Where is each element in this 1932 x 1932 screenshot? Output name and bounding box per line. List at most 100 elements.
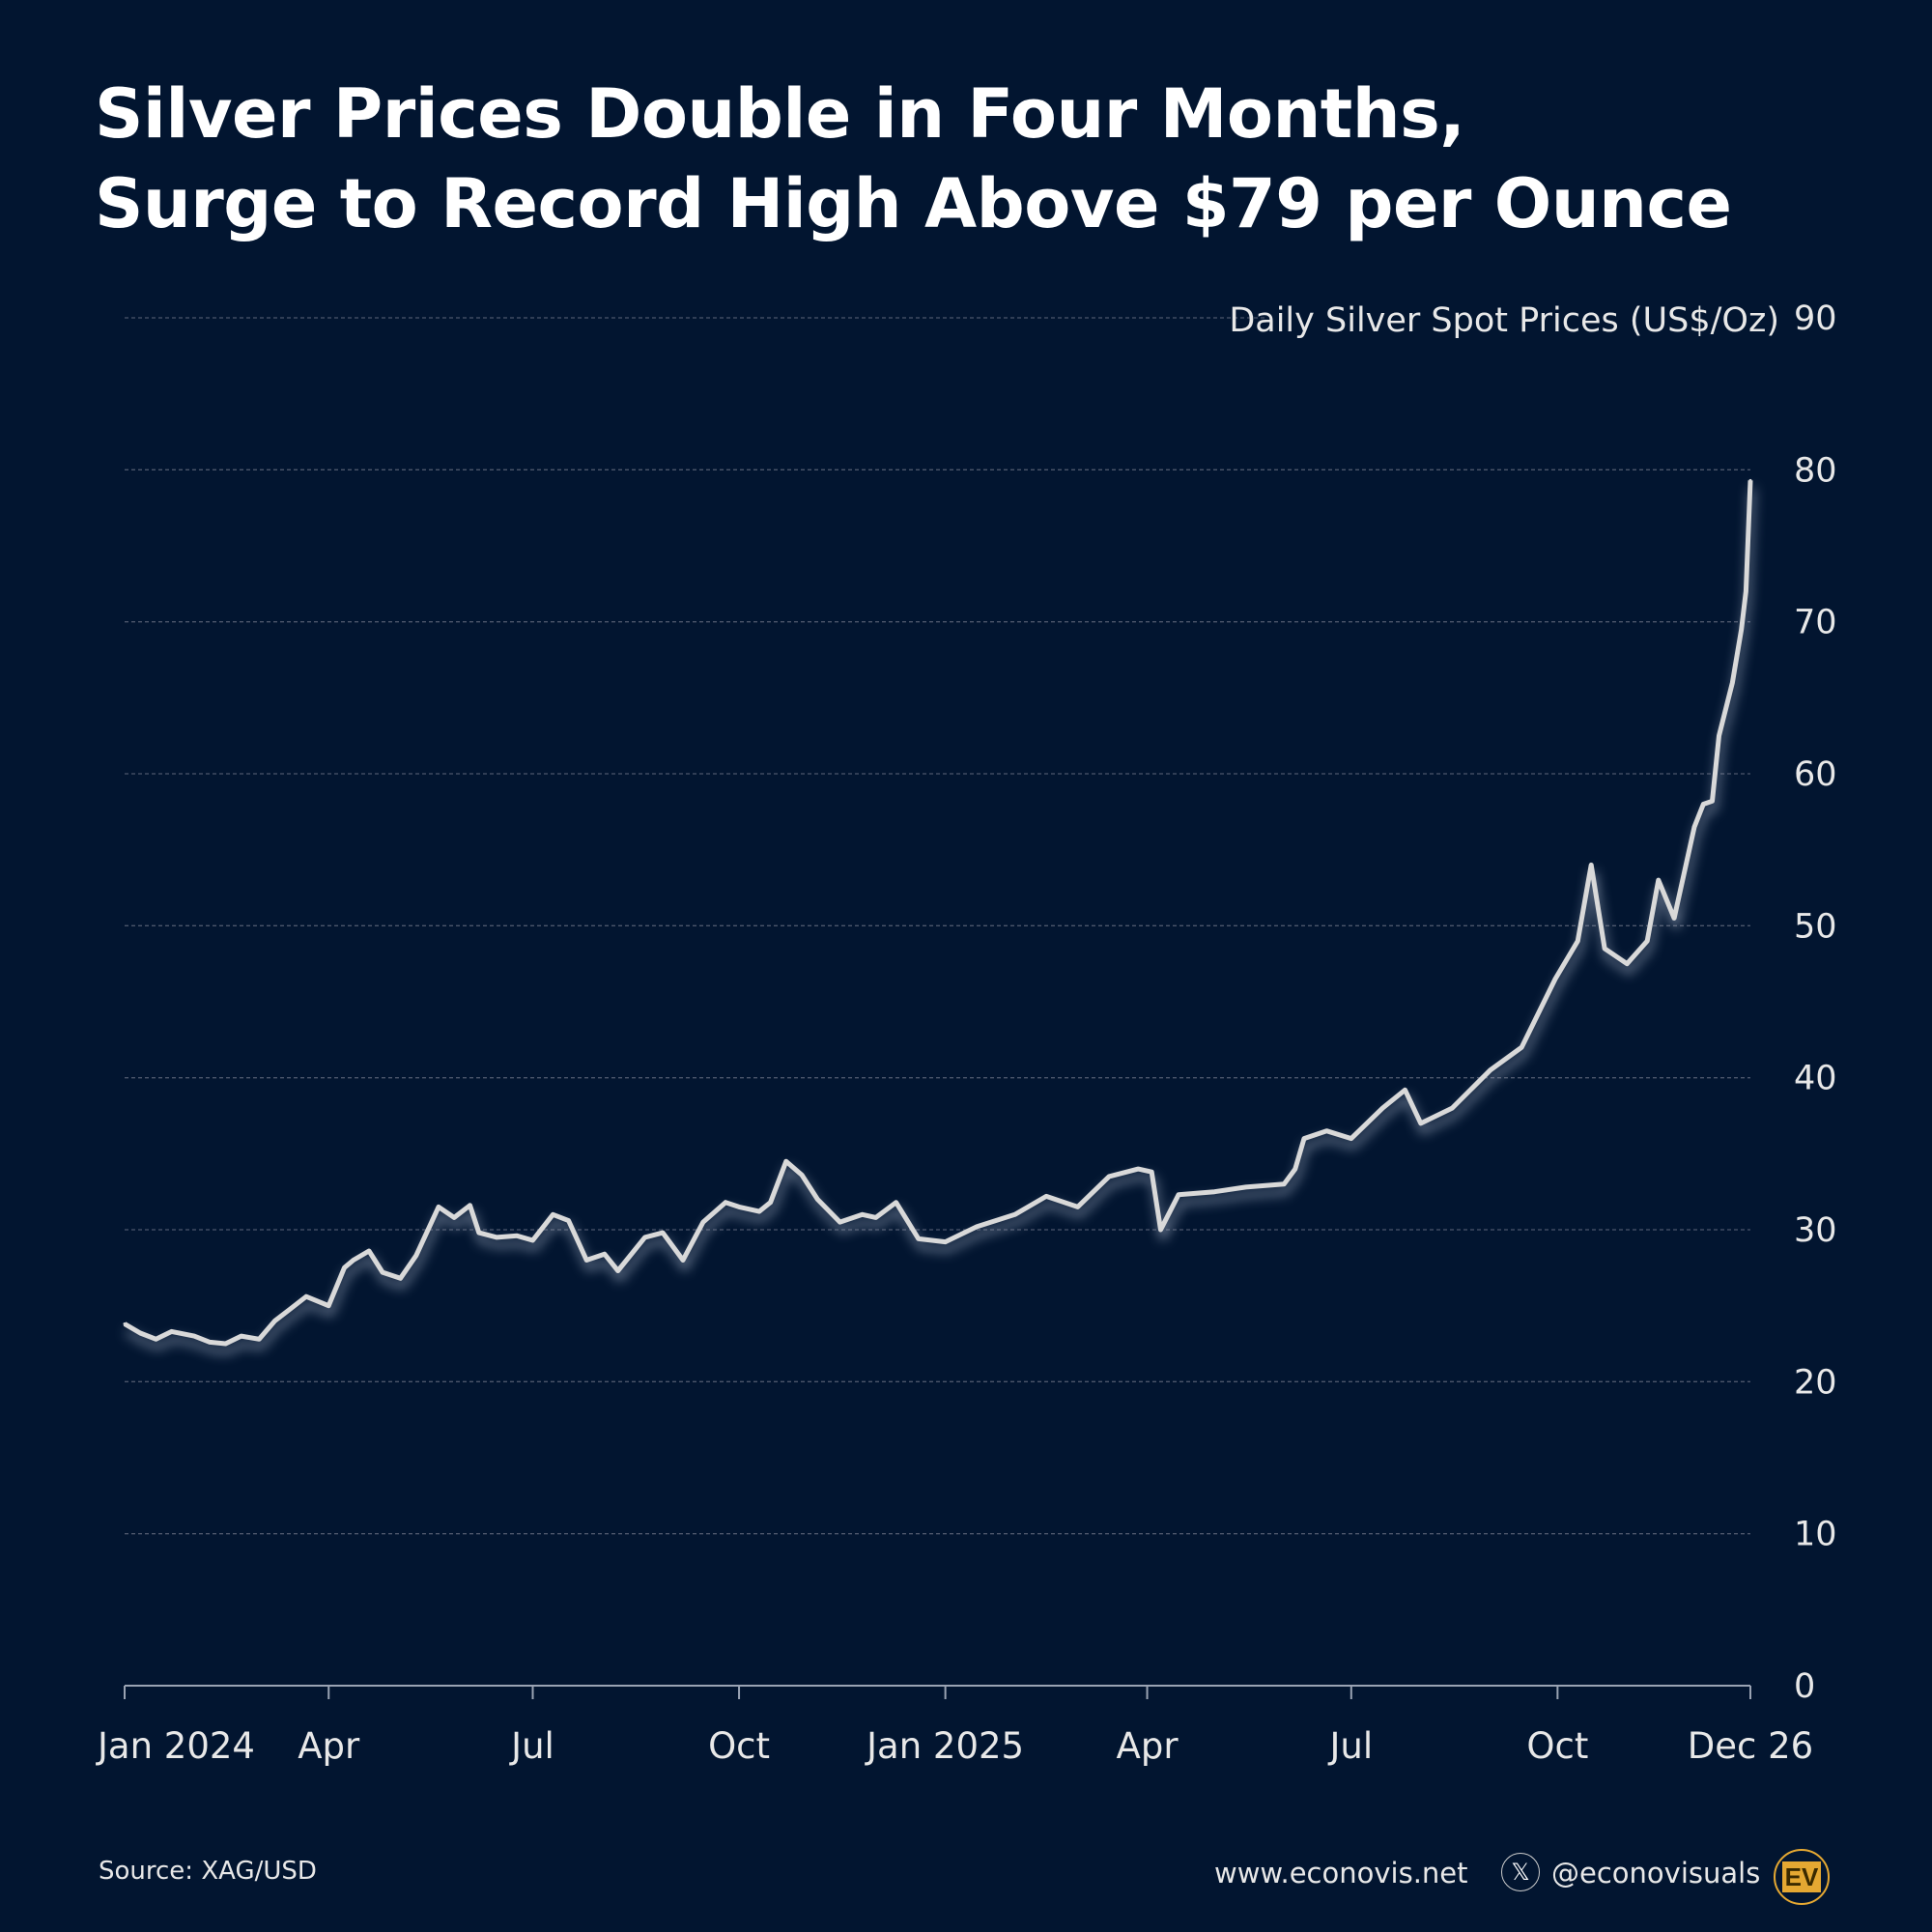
title-line-2: Surge to Record High Above $79 per Ounce — [95, 164, 1732, 243]
data-point — [1692, 825, 1696, 829]
data-point — [551, 1212, 554, 1216]
website-link[interactable]: www.econovis.net — [1214, 1857, 1468, 1889]
econovis-logo: EV — [1774, 1849, 1830, 1905]
x-tick-label: Jul — [509, 1725, 554, 1767]
data-point — [1177, 1193, 1180, 1197]
data-point — [257, 1337, 261, 1341]
social-handle[interactable]: @econovisuals — [1551, 1857, 1761, 1889]
data-point — [643, 1236, 647, 1239]
y-axis-title: Daily Silver Spot Prices (US$/Oz) — [1229, 301, 1779, 340]
y-tick-label: 50 — [1794, 907, 1837, 946]
data-point — [701, 1220, 705, 1224]
data-point — [1520, 1045, 1523, 1049]
x-tick-label: Jan 2024 — [96, 1725, 255, 1767]
data-point — [724, 1201, 727, 1205]
data-point — [1603, 947, 1606, 951]
data-point — [477, 1231, 481, 1235]
data-point — [1748, 478, 1752, 482]
data-point — [123, 1322, 127, 1326]
x-tick-label: Dec 26 — [1688, 1725, 1813, 1767]
data-point — [681, 1258, 685, 1262]
data-point — [530, 1238, 534, 1242]
data-point — [414, 1254, 418, 1258]
x-tick-label: Jul — [1327, 1725, 1373, 1767]
data-point — [381, 1270, 384, 1274]
data-point — [399, 1276, 403, 1280]
data-point — [1672, 916, 1676, 920]
data-point — [342, 1265, 346, 1269]
data-point — [367, 1249, 371, 1253]
data-point — [304, 1294, 308, 1298]
data-point — [352, 1258, 355, 1262]
data-point — [1625, 962, 1629, 966]
y-tick-label: 60 — [1794, 755, 1837, 794]
source-note: Source: XAG/USD — [99, 1857, 317, 1886]
data-point — [289, 1307, 293, 1311]
data-point — [223, 1342, 227, 1346]
data-point — [273, 1319, 277, 1322]
data-point — [468, 1204, 471, 1208]
data-point — [1744, 589, 1747, 593]
y-tick-label: 70 — [1794, 604, 1837, 642]
data-point — [1244, 1185, 1248, 1189]
data-point — [1589, 863, 1593, 867]
data-point — [138, 1331, 142, 1335]
data-point — [737, 1205, 741, 1208]
data-point — [567, 1219, 571, 1223]
data-point — [944, 1240, 948, 1244]
data-point — [515, 1234, 519, 1237]
data-point — [1150, 1170, 1153, 1174]
data-point — [1107, 1175, 1111, 1179]
data-point — [895, 1201, 898, 1205]
data-point — [784, 1159, 788, 1163]
y-tick-label: 90 — [1794, 299, 1837, 338]
title-line-1: Silver Prices Double in Four Months, — [95, 74, 1465, 154]
data-point — [495, 1236, 498, 1239]
data-point — [1404, 1088, 1407, 1092]
x-logo-icon[interactable]: 𝕏 — [1501, 1853, 1540, 1891]
y-tick-label: 10 — [1794, 1516, 1837, 1554]
data-point — [1044, 1194, 1048, 1198]
x-tick-label: Oct — [1526, 1725, 1588, 1767]
data-point — [616, 1268, 620, 1272]
data-point — [1553, 977, 1557, 980]
data-point — [1293, 1167, 1297, 1171]
data-point — [861, 1212, 865, 1216]
data-point — [192, 1334, 196, 1338]
x-tick-label: Oct — [708, 1725, 770, 1767]
data-point — [327, 1304, 330, 1308]
data-point — [1013, 1212, 1017, 1216]
data-point — [917, 1236, 921, 1240]
data-point — [1701, 802, 1705, 806]
chart-title: Silver Prices Double in Four Months, Sur… — [95, 70, 1732, 249]
y-tick-label: 0 — [1794, 1667, 1815, 1706]
data-point — [1740, 628, 1744, 632]
data-point — [1324, 1129, 1328, 1133]
x-tick-label: Apr — [1117, 1725, 1179, 1767]
y-tick-label: 20 — [1794, 1363, 1837, 1402]
data-point — [1076, 1205, 1080, 1208]
data-point — [1282, 1182, 1286, 1186]
data-point — [661, 1231, 665, 1235]
data-point — [975, 1225, 979, 1229]
data-point — [584, 1258, 588, 1262]
data-point — [603, 1252, 607, 1256]
x-tick-label: Jan 2025 — [865, 1725, 1024, 1767]
data-point — [170, 1329, 174, 1333]
data-point — [154, 1337, 157, 1341]
data-point — [1380, 1106, 1384, 1110]
data-point — [437, 1205, 440, 1208]
y-tick-label: 80 — [1794, 451, 1837, 490]
data-point — [1158, 1228, 1162, 1232]
data-point — [757, 1209, 761, 1213]
price-line — [123, 480, 1753, 1347]
data-point — [1212, 1190, 1216, 1194]
data-point — [1645, 939, 1649, 943]
y-tick-label: 30 — [1794, 1211, 1837, 1250]
data-point — [838, 1220, 842, 1224]
data-point — [815, 1198, 819, 1202]
data-point — [1730, 681, 1734, 685]
data-point — [1711, 799, 1715, 803]
data-point — [1489, 1068, 1492, 1072]
